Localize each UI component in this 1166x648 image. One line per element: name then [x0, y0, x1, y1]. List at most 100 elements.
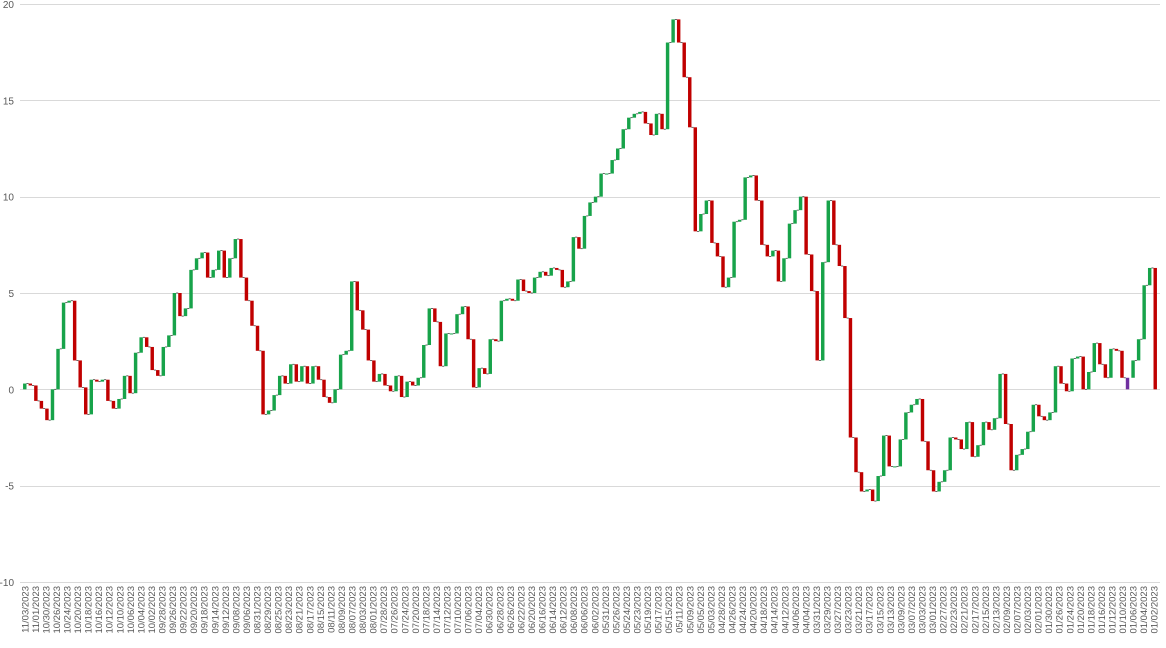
bars	[23, 19, 1157, 502]
x-tick-label: 10/12/2023	[105, 586, 116, 634]
waterfall-bar	[948, 437, 952, 471]
x-tick-label: 07/04/2023	[474, 586, 485, 634]
x-tick-label: 06/12/2023	[559, 586, 570, 634]
waterfall-bar	[760, 200, 764, 245]
waterfall-bar	[460, 306, 465, 315]
x-tick-label: 05/15/2023	[664, 586, 675, 634]
waterfall-bar	[28, 383, 33, 386]
x-tick-label: 02/07/2023	[1013, 586, 1024, 634]
waterfall-bar	[377, 373, 382, 382]
waterfall-bar	[593, 196, 598, 203]
waterfall-bar	[1026, 431, 1030, 450]
waterfall-bar	[793, 210, 797, 224]
waterfall-bar	[1120, 350, 1124, 378]
x-tick-label: 10/20/2023	[73, 586, 84, 634]
x-tick-label: 07/28/2023	[379, 586, 390, 634]
waterfall-bar	[737, 219, 742, 222]
y-tick-label: 10	[3, 193, 15, 204]
waterfall-bar	[211, 269, 215, 278]
waterfall-bar	[34, 385, 38, 401]
waterfall-bar	[832, 200, 836, 245]
waterfall-bar	[344, 350, 348, 355]
waterfall-bar	[194, 258, 199, 270]
x-tick-label: 05/24/2023	[622, 586, 633, 634]
waterfall-bar	[405, 381, 409, 398]
waterfall-bar	[726, 277, 731, 288]
x-tick-label: 06/16/2023	[538, 586, 549, 634]
waterfall-bar	[272, 395, 276, 411]
waterfall-bar	[1075, 356, 1080, 359]
waterfall-bar	[710, 200, 714, 243]
waterfall-bar	[926, 441, 930, 471]
waterfall-bar	[333, 389, 337, 403]
waterfall-bar	[255, 325, 260, 351]
x-tick-label: 01/24/2023	[1065, 586, 1076, 634]
waterfall-bar	[23, 383, 27, 390]
waterfall-bar	[543, 271, 548, 276]
waterfall-bar	[56, 348, 60, 390]
waterfall-bar	[887, 435, 891, 467]
x-tick-label: 09/28/2023	[158, 586, 169, 634]
waterfall-bar	[189, 269, 193, 309]
waterfall-bar	[510, 298, 515, 301]
waterfall-bar	[78, 360, 82, 388]
x-tick-label: 10/16/2023	[94, 586, 105, 634]
x-tick-label: 06/14/2023	[548, 586, 559, 634]
waterfall-bar	[876, 476, 880, 502]
x-tick-label: 05/19/2023	[643, 586, 654, 634]
waterfall-bar	[826, 200, 831, 263]
y-tick-label: 0	[8, 385, 14, 396]
waterfall-bar	[61, 302, 66, 349]
waterfall-bar	[782, 258, 786, 282]
waterfall-bar	[167, 335, 171, 347]
x-tick-label: 05/17/2023	[654, 586, 665, 634]
x-tick-label: 09/20/2023	[189, 586, 200, 634]
waterfall-bar	[1087, 371, 1091, 390]
x-tick-label: 08/31/2023	[253, 586, 264, 634]
waterfall-bar	[394, 375, 398, 392]
waterfall-bar	[998, 373, 1002, 419]
waterfall-bar	[671, 19, 675, 43]
gridlines	[20, 4, 1160, 583]
waterfall-bar	[1059, 366, 1063, 384]
waterfall-bar	[172, 293, 177, 336]
waterfall-bar	[482, 368, 487, 374]
waterfall-bar	[39, 400, 44, 409]
x-tick-label: 09/18/2023	[200, 586, 211, 634]
waterfall-bar	[560, 269, 565, 288]
waterfall-bar	[610, 160, 614, 174]
waterfall-bar	[893, 466, 897, 468]
waterfall-bar	[289, 364, 293, 384]
x-tick-label: 03/17/2023	[865, 586, 876, 634]
waterfall-bar	[1020, 449, 1024, 455]
waterfall-bar	[117, 398, 121, 409]
waterfall-bar	[1153, 267, 1157, 390]
x-tick-label: 05/09/2023	[685, 586, 696, 634]
x-tick-label: 10/02/2023	[147, 586, 158, 634]
waterfall-bar	[438, 321, 443, 367]
waterfall-bar	[898, 439, 903, 467]
waterfall-bar	[1131, 360, 1135, 378]
waterfall-bar	[72, 300, 77, 361]
waterfall-bar	[699, 214, 703, 232]
waterfall-bar	[239, 239, 243, 278]
waterfall-bar	[959, 439, 963, 450]
waterfall-bar	[217, 250, 221, 270]
x-tick-label: 09/22/2023	[179, 586, 190, 634]
x-tick-label: 07/10/2023	[453, 586, 464, 634]
x-tick-label: 10/18/2023	[84, 586, 95, 634]
x-tick-label: 04/28/2023	[717, 586, 728, 634]
x-tick-label: 06/06/2023	[580, 586, 591, 634]
waterfall-bar	[277, 375, 282, 396]
waterfall-bar	[45, 408, 49, 421]
waterfall-bar	[372, 360, 376, 382]
x-tick-label: 04/04/2023	[801, 586, 812, 634]
x-tick-label: 04/06/2023	[791, 586, 802, 634]
waterfall-bar	[915, 398, 919, 405]
waterfall-bar	[233, 239, 238, 259]
waterfall-bar	[300, 366, 304, 382]
x-tick-label: 01/02/2023	[1150, 586, 1161, 634]
x-tick-label: 01/04/2023	[1139, 586, 1150, 634]
x-tick-label: 01/30/2023	[1044, 586, 1055, 634]
waterfall-bar	[128, 375, 132, 394]
